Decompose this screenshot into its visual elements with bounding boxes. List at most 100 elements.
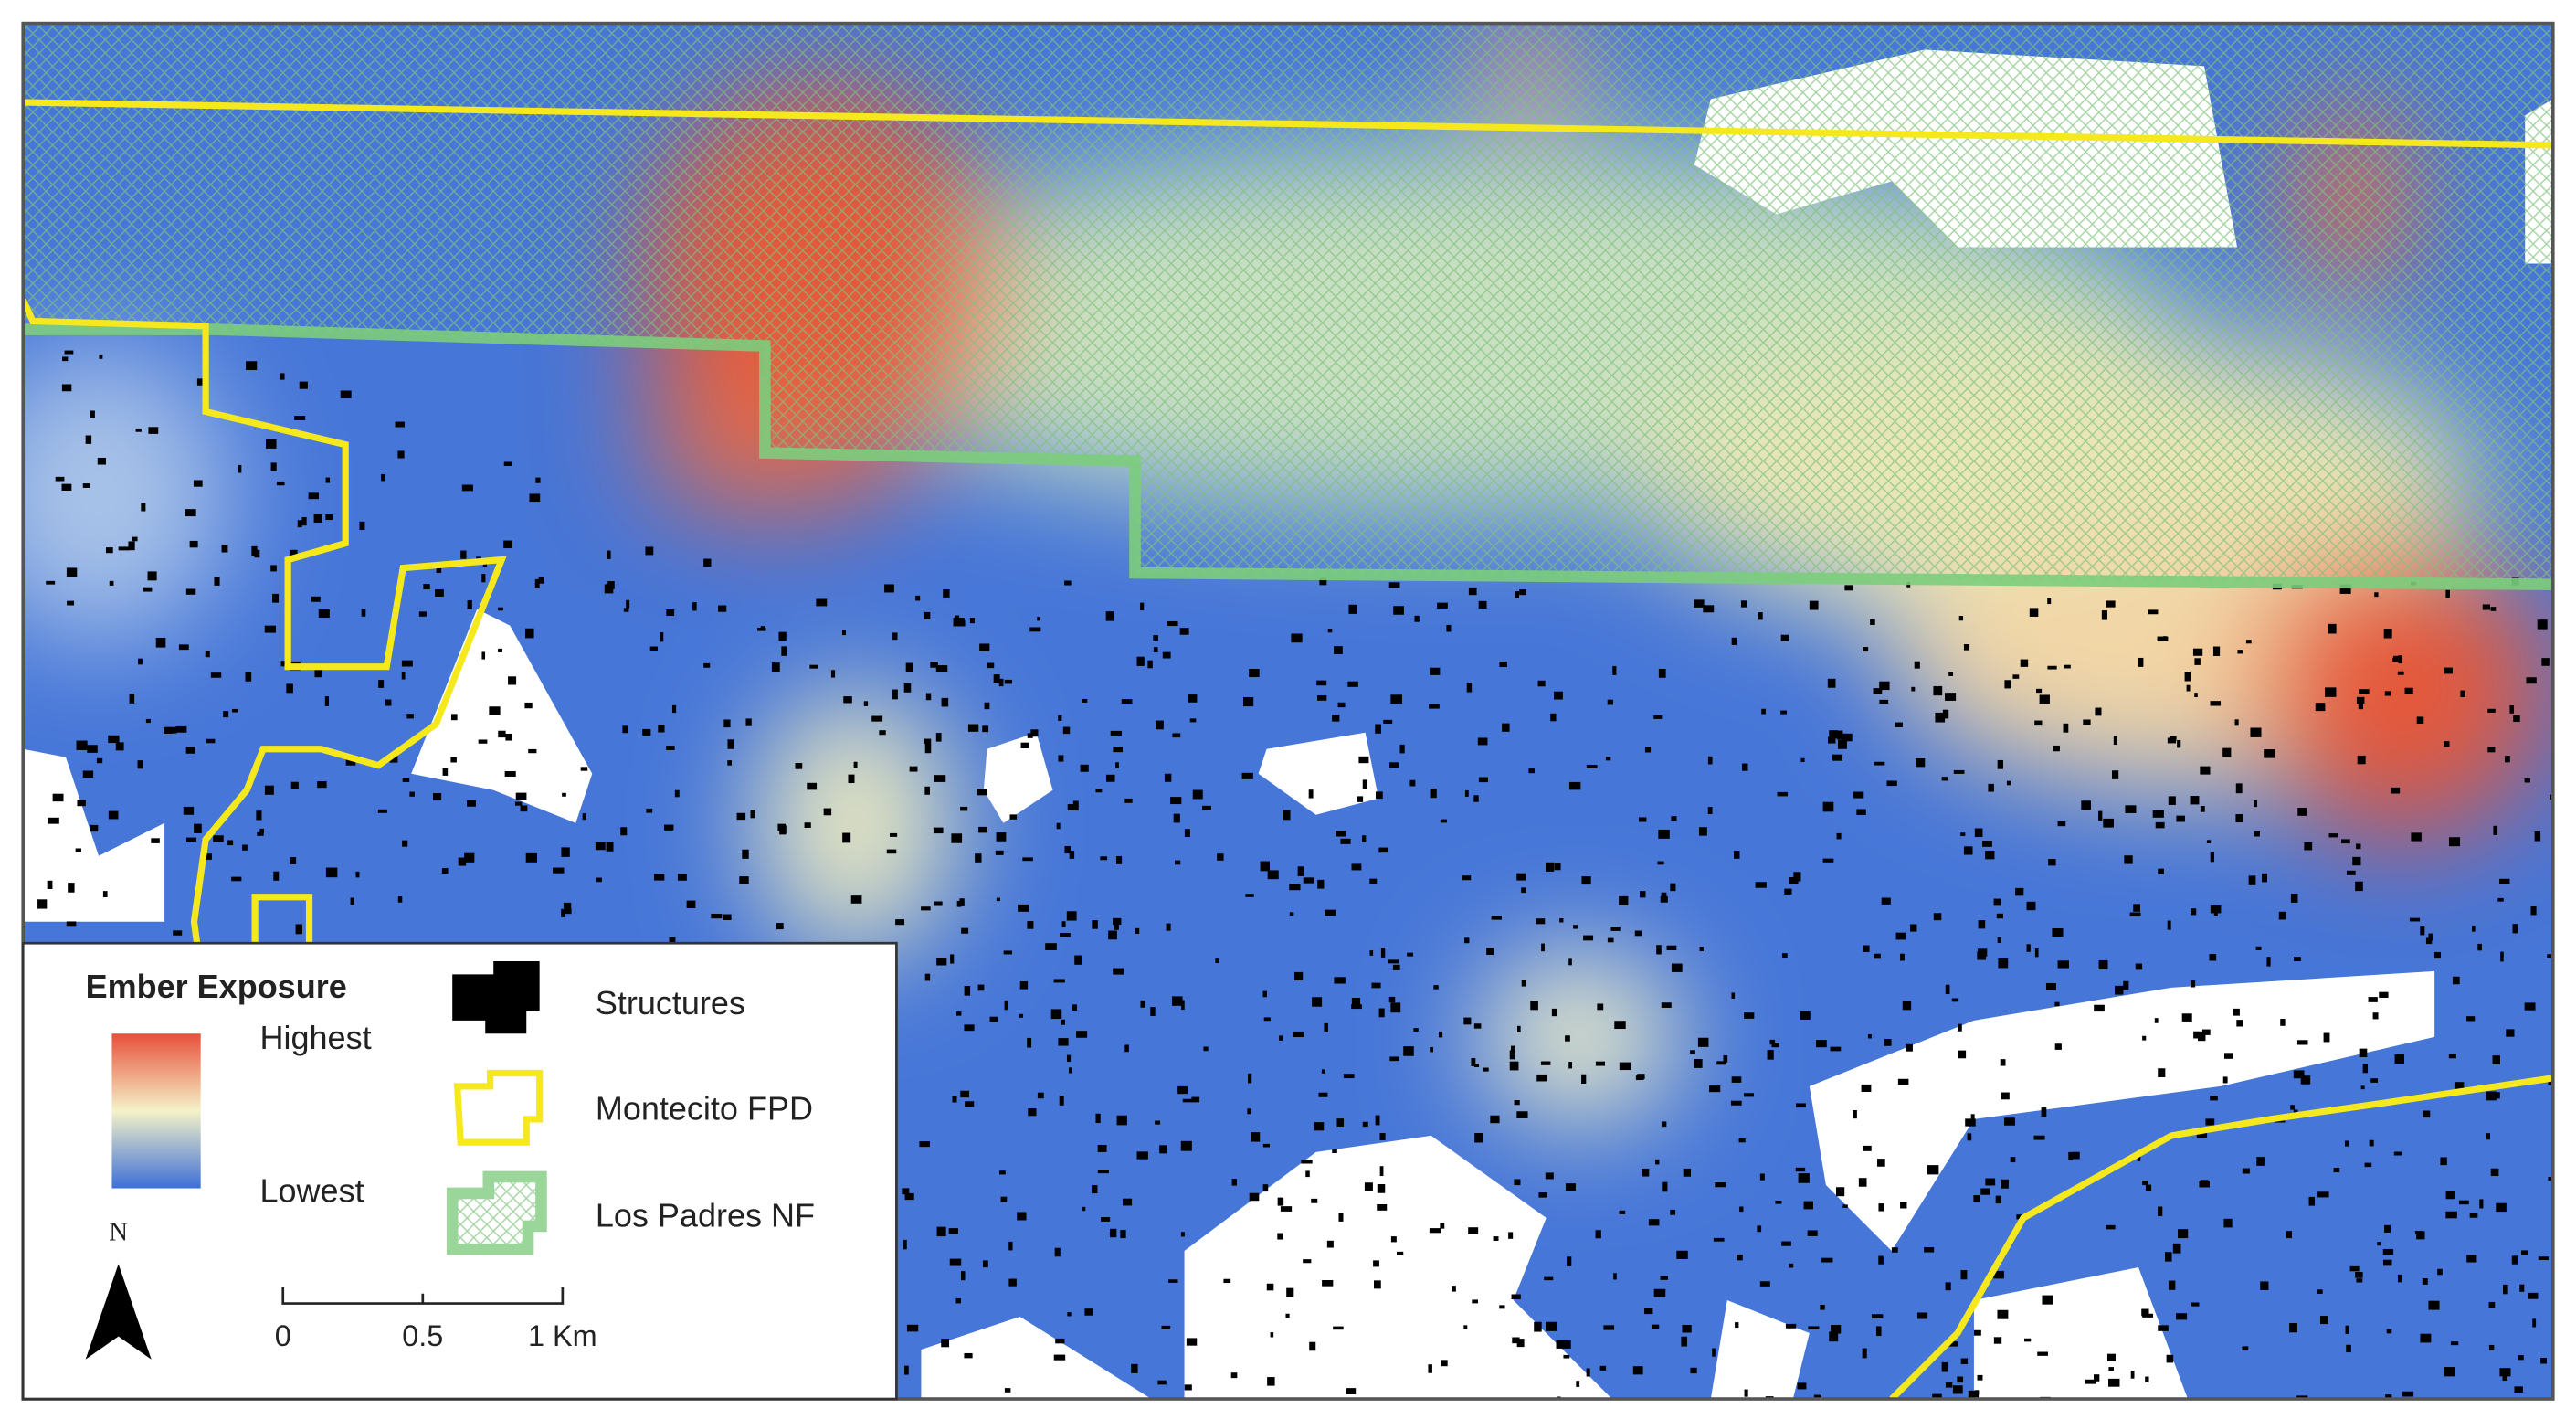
structure [2541, 658, 2550, 666]
structure [677, 874, 687, 881]
structure [1430, 1047, 1434, 1053]
structure [2500, 951, 2504, 962]
structure [2345, 1325, 2349, 1334]
structure [2293, 957, 2301, 962]
nf-icon [446, 1170, 547, 1255]
structure [996, 897, 1000, 902]
structure [1775, 1201, 1782, 1204]
structure [1829, 730, 1839, 739]
structure [1462, 875, 1472, 881]
structure [1351, 863, 1362, 871]
structure [952, 1096, 957, 1103]
structure [1546, 862, 1555, 872]
structure [1027, 733, 1033, 738]
structure [969, 618, 975, 624]
structure [1509, 1061, 1519, 1071]
structure [943, 589, 950, 598]
structure [1362, 835, 1367, 843]
structure [2057, 960, 2070, 969]
structure [1844, 585, 1853, 591]
structure [397, 896, 403, 903]
structure [254, 549, 260, 558]
structure [807, 782, 818, 790]
structure [977, 984, 985, 991]
structure [1895, 932, 1906, 940]
structure [1059, 1096, 1064, 1106]
structure [1638, 817, 1647, 822]
structure [582, 813, 586, 821]
structure [1785, 1323, 1797, 1329]
structure [1369, 878, 1378, 884]
structure [2222, 1076, 2228, 1084]
structure [1267, 870, 1279, 880]
structure [2492, 1055, 2500, 1064]
structure [97, 457, 106, 465]
structure [795, 763, 803, 769]
structure [1082, 1206, 1086, 1212]
structure [1963, 644, 1970, 651]
structure [1260, 861, 1271, 872]
structure [178, 644, 189, 651]
structure [1184, 829, 1190, 838]
structure [1175, 860, 1181, 865]
structure [1697, 1037, 1709, 1047]
map-body [23, 23, 2553, 1400]
structure [1029, 627, 1041, 632]
structure [314, 669, 322, 678]
structure [1464, 937, 1470, 944]
structure [1004, 1388, 1011, 1393]
structure [1723, 1055, 1728, 1063]
structure [1110, 730, 1122, 736]
structure [2382, 1248, 2394, 1255]
structure [2213, 912, 2218, 916]
structure [1247, 1108, 1252, 1115]
structure [1863, 1145, 1872, 1151]
structure [2521, 1250, 2528, 1255]
structure [1309, 1341, 1316, 1351]
structure [1397, 1251, 1404, 1255]
structure [2437, 1268, 2443, 1276]
structure [286, 683, 293, 694]
structure [1977, 1374, 1983, 1381]
structure [886, 849, 897, 854]
structure [1568, 781, 1581, 790]
structure [1985, 851, 1995, 860]
structure [2486, 1133, 2490, 1140]
structure [245, 672, 252, 682]
structure [1373, 1260, 1379, 1267]
legend-ramp [111, 1033, 201, 1189]
structure [2264, 749, 2275, 758]
structure [1707, 756, 1713, 765]
structure [2505, 756, 2510, 763]
structure [604, 584, 614, 594]
structure [1472, 1299, 1478, 1304]
structure [2106, 1353, 2116, 1361]
structure [1565, 1340, 1571, 1349]
structure [1336, 1118, 1345, 1127]
structure [1393, 606, 1404, 615]
structure [909, 766, 918, 772]
structure [1873, 688, 1883, 694]
structure [2193, 1031, 2202, 1039]
structure [2256, 1157, 2265, 1166]
structure [1317, 695, 1327, 701]
structure [1586, 765, 1598, 768]
structure [1842, 733, 1853, 742]
structure [1935, 712, 1946, 723]
structure [1369, 950, 1374, 956]
structure [2488, 1344, 2495, 1350]
structure [904, 1192, 914, 1201]
structure [841, 629, 846, 636]
structure [1842, 1204, 1848, 1208]
structure [535, 477, 541, 483]
structure [2054, 1001, 2060, 1007]
structure [2386, 1329, 2392, 1334]
structure [1053, 979, 1065, 983]
structure [2001, 1092, 2010, 1100]
structure [1136, 1151, 1148, 1160]
structure [1463, 1017, 1472, 1025]
structure [879, 730, 886, 736]
structure [1516, 1339, 1525, 1348]
structure [739, 876, 749, 884]
structure [1877, 1159, 1885, 1167]
